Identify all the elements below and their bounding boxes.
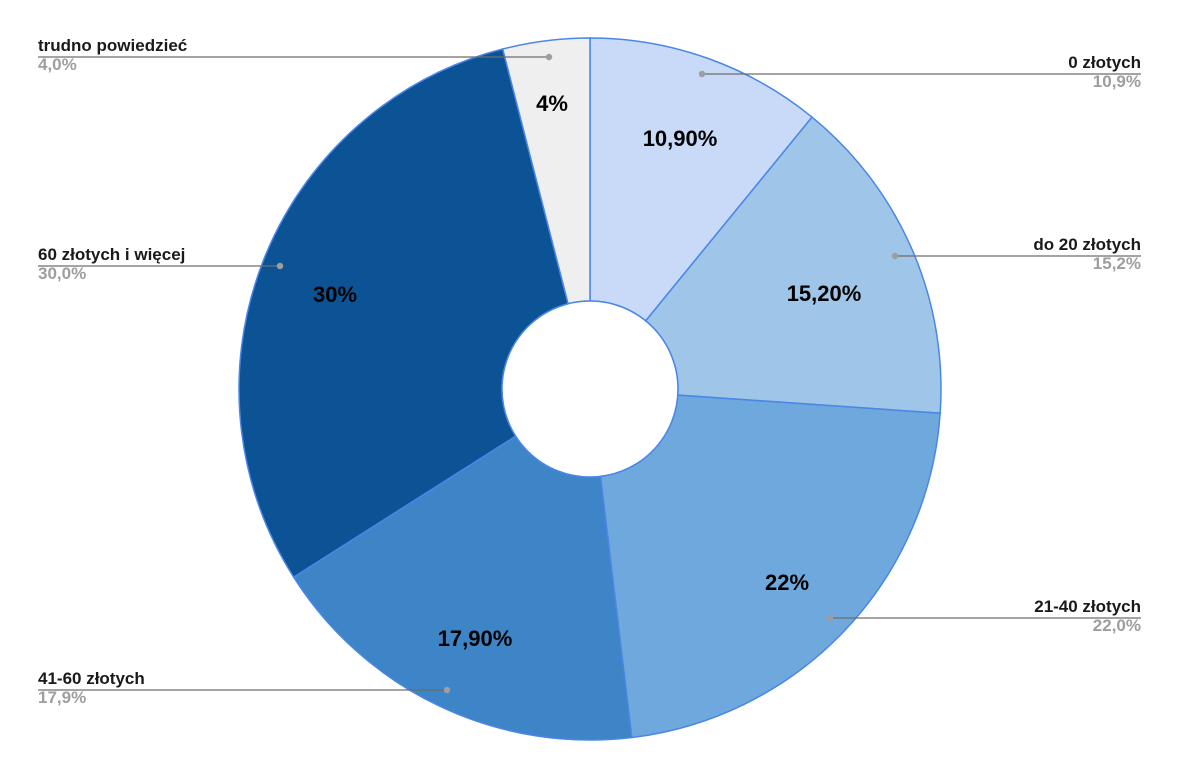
legend-category-value: 17,9% (38, 688, 86, 707)
legend-category-name: 60 złotych i więcej (38, 245, 185, 264)
donut-hole (501, 300, 679, 478)
slice-value-label: 17,90% (438, 626, 513, 651)
slice-value-label: 30% (313, 282, 357, 307)
legend-category-name: 21-40 złotych (1034, 597, 1141, 616)
legend-category-name: 41-60 złotych (38, 669, 145, 688)
legend-category-value: 15,2% (1093, 254, 1141, 273)
legend-anchor-dot (443, 686, 451, 694)
legend-category-name: do 20 złotych (1033, 235, 1141, 254)
legend-anchor-dot (698, 70, 706, 78)
legend-anchor-dot (545, 53, 553, 61)
legend-anchor-dot (891, 252, 899, 260)
legend-category-name: 0 złotych (1068, 53, 1141, 72)
slice-value-label: 22% (765, 570, 809, 595)
legend-category-value: 30,0% (38, 264, 86, 283)
legend-category-value: 22,0% (1093, 616, 1141, 635)
slice-value-label: 10,90% (643, 126, 718, 151)
legend-anchor-dot (276, 262, 284, 270)
legend-anchor-dot (826, 614, 834, 622)
slice-value-label: 4% (536, 91, 568, 116)
legend-category-value: 4,0% (38, 55, 77, 74)
legend-category-value: 10,9% (1093, 72, 1141, 91)
legend-category-name: trudno powiedzieć (38, 36, 187, 55)
slice-value-label: 15,20% (787, 281, 862, 306)
